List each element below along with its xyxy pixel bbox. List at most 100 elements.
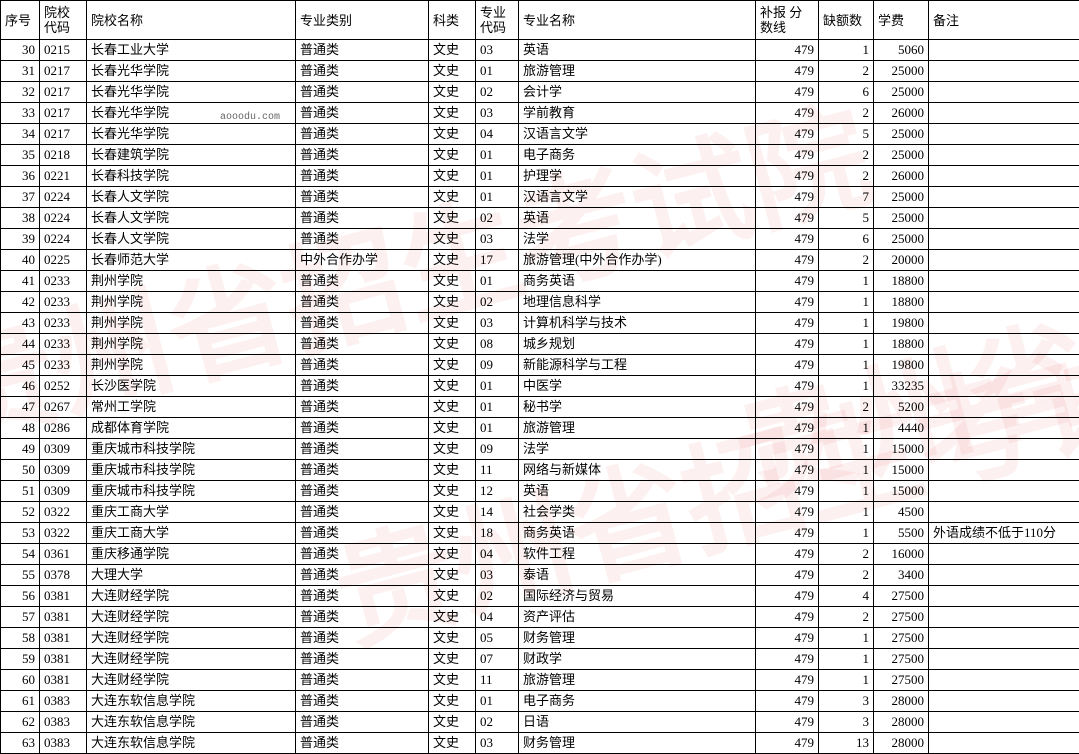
cell-type: 普通类 (296, 292, 429, 313)
cell-major: 网络与新媒体 (519, 460, 756, 481)
cell-mcode: 02 (476, 208, 519, 229)
cell-type: 普通类 (296, 586, 429, 607)
cell-seq: 63 (1, 733, 40, 754)
cell-cat: 文史 (429, 418, 476, 439)
cell-name: 长春建筑学院 (87, 145, 296, 166)
table-row: 570381大连财经学院普通类文史04资产评估479227500 (1, 607, 1079, 628)
cell-major: 学前教育 (519, 103, 756, 124)
cell-seq: 36 (1, 166, 40, 187)
cell-code: 0322 (40, 523, 87, 544)
cell-mcode: 04 (476, 544, 519, 565)
cell-cat: 文史 (429, 649, 476, 670)
cell-cat: 文史 (429, 40, 476, 61)
cell-name: 荆州学院 (87, 355, 296, 376)
cell-cat: 文史 (429, 523, 476, 544)
cell-name: 常州工学院 (87, 397, 296, 418)
cell-seq: 56 (1, 586, 40, 607)
cell-fee: 25000 (874, 208, 929, 229)
table-row: 460252长沙医学院普通类文史01中医学479133235 (1, 376, 1079, 397)
cell-major: 泰语 (519, 565, 756, 586)
cell-type: 普通类 (296, 397, 429, 418)
cell-mcode: 01 (476, 166, 519, 187)
table-row: 340217长春光华学院普通类文史04汉语言文学479525000 (1, 124, 1079, 145)
cell-mcode: 02 (476, 586, 519, 607)
table-row: 480286成都体育学院普通类文史01旅游管理47914440 (1, 418, 1079, 439)
cell-name: 长春工业大学 (87, 40, 296, 61)
cell-vac: 1 (819, 502, 874, 523)
cell-vac: 1 (819, 376, 874, 397)
table-row: 490309重庆城市科技学院普通类文史09法学479115000 (1, 439, 1079, 460)
cell-mcode: 14 (476, 502, 519, 523)
cell-score: 479 (756, 586, 819, 607)
cell-code: 0381 (40, 649, 87, 670)
cell-vac: 2 (819, 565, 874, 586)
cell-score: 479 (756, 103, 819, 124)
cell-name: 大连东软信息学院 (87, 712, 296, 733)
cell-fee: 5060 (874, 40, 929, 61)
cell-seq: 42 (1, 292, 40, 313)
cell-score: 479 (756, 124, 819, 145)
data-table: 序号院校 代码院校名称专业类别科类专业 代码专业名称补报 分数线缺额数学费备注 … (0, 0, 1079, 754)
cell-note (929, 229, 1079, 250)
cell-major: 英语 (519, 208, 756, 229)
cell-code: 0218 (40, 145, 87, 166)
cell-vac: 2 (819, 61, 874, 82)
cell-name: 大连东软信息学院 (87, 691, 296, 712)
cell-cat: 文史 (429, 481, 476, 502)
table-row: 390224长春人文学院普通类文史03法学479625000 (1, 229, 1079, 250)
cell-mcode: 18 (476, 523, 519, 544)
cell-name: 长春人文学院 (87, 229, 296, 250)
cell-cat: 文史 (429, 460, 476, 481)
cell-name: 大连财经学院 (87, 586, 296, 607)
cell-note: 外语成绩不低于110分 (929, 523, 1079, 544)
cell-name: 重庆城市科技学院 (87, 481, 296, 502)
cell-code: 0217 (40, 61, 87, 82)
table-row: 560381大连财经学院普通类文史02国际经济与贸易479427500 (1, 586, 1079, 607)
col-header-cat: 科类 (429, 1, 476, 40)
cell-score: 479 (756, 691, 819, 712)
table-row: 470267常州工学院普通类文史01秘书学47925200 (1, 397, 1079, 418)
cell-vac: 1 (819, 313, 874, 334)
cell-vac: 2 (819, 166, 874, 187)
cell-score: 479 (756, 649, 819, 670)
cell-score: 479 (756, 523, 819, 544)
cell-note (929, 670, 1079, 691)
cell-major: 旅游管理 (519, 418, 756, 439)
cell-code: 0381 (40, 628, 87, 649)
table-row: 440233荆州学院普通类文史08城乡规划479118800 (1, 334, 1079, 355)
cell-mcode: 12 (476, 481, 519, 502)
cell-fee: 19800 (874, 355, 929, 376)
cell-type: 普通类 (296, 502, 429, 523)
cell-major: 秘书学 (519, 397, 756, 418)
cell-score: 479 (756, 61, 819, 82)
col-header-major: 专业名称 (519, 1, 756, 40)
cell-vac: 2 (819, 607, 874, 628)
cell-seq: 52 (1, 502, 40, 523)
header-row: 序号院校 代码院校名称专业类别科类专业 代码专业名称补报 分数线缺额数学费备注 (1, 1, 1079, 40)
table-row: 410233荆州学院普通类文史01商务英语479118800 (1, 271, 1079, 292)
cell-seq: 45 (1, 355, 40, 376)
cell-code: 0381 (40, 586, 87, 607)
cell-note (929, 439, 1079, 460)
cell-cat: 文史 (429, 82, 476, 103)
cell-vac: 1 (819, 355, 874, 376)
cell-note (929, 691, 1079, 712)
cell-major: 电子商务 (519, 145, 756, 166)
cell-mcode: 03 (476, 103, 519, 124)
cell-code: 0217 (40, 103, 87, 124)
cell-major: 汉语言文学 (519, 187, 756, 208)
cell-vac: 1 (819, 460, 874, 481)
cell-cat: 文史 (429, 61, 476, 82)
cell-name: 大连财经学院 (87, 670, 296, 691)
cell-seq: 55 (1, 565, 40, 586)
cell-mcode: 03 (476, 40, 519, 61)
table-row: 400225长春师范大学中外合作办学文史17旅游管理(中外合作办学)479220… (1, 250, 1079, 271)
cell-cat: 文史 (429, 292, 476, 313)
table-row: 580381大连财经学院普通类文史05财务管理479127500 (1, 628, 1079, 649)
cell-fee: 16000 (874, 544, 929, 565)
cell-major: 法学 (519, 229, 756, 250)
cell-cat: 文史 (429, 628, 476, 649)
cell-fee: 5500 (874, 523, 929, 544)
cell-name: 大理大学 (87, 565, 296, 586)
cell-name: 重庆城市科技学院 (87, 439, 296, 460)
